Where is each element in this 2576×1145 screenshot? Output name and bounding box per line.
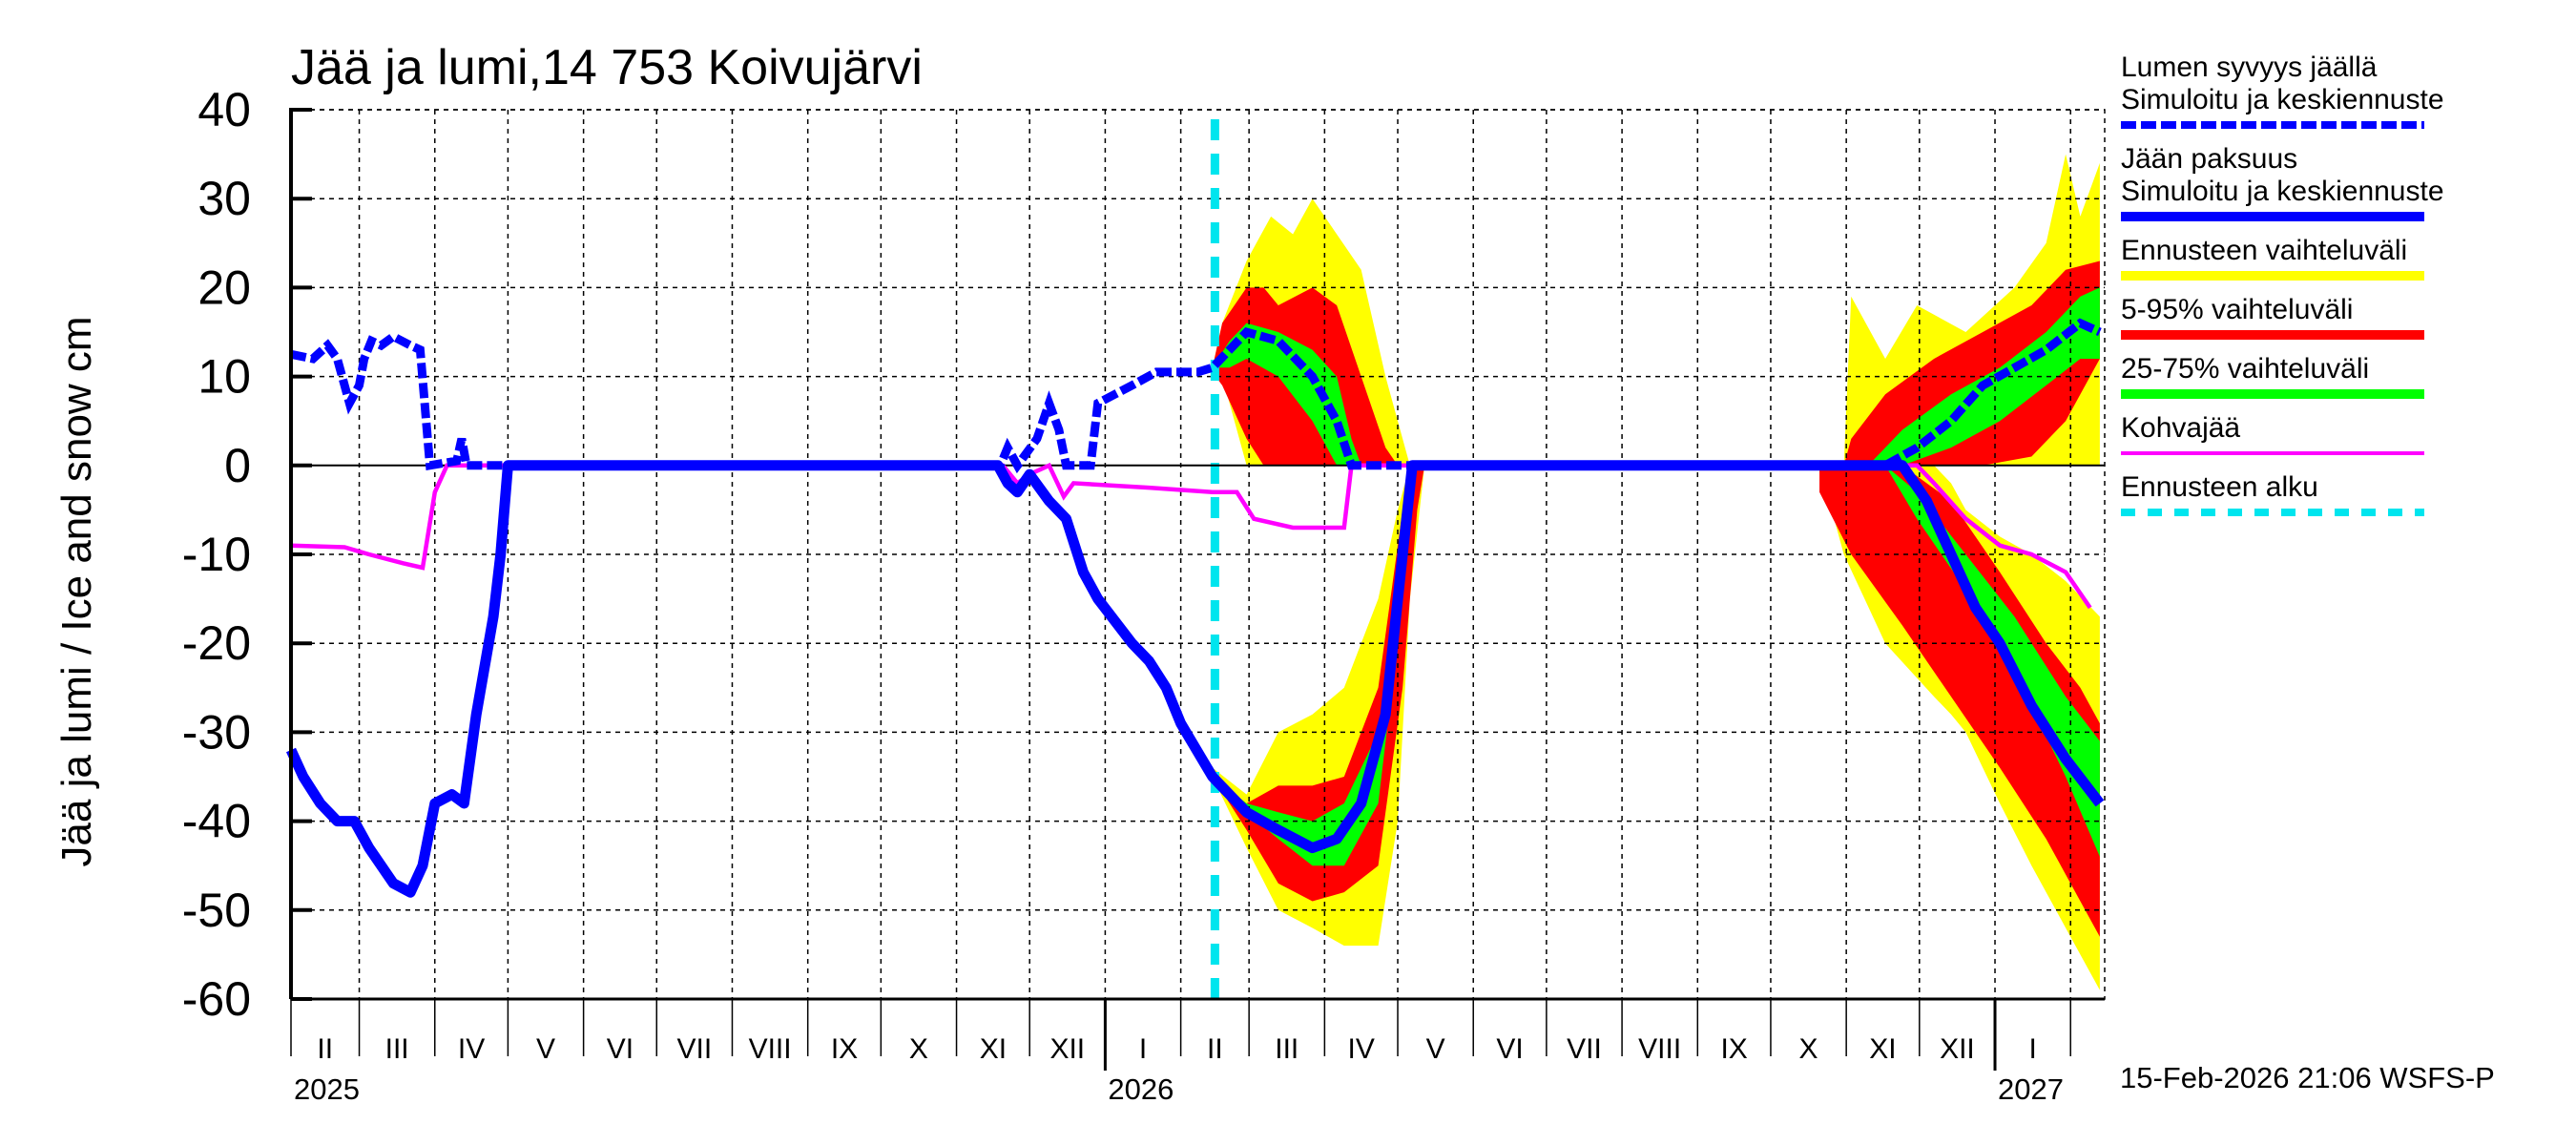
year-label: 2026 bbox=[1108, 1072, 1174, 1106]
y-tick-label: 20 bbox=[197, 260, 251, 314]
y-tick-label: 10 bbox=[197, 350, 251, 404]
month-label: III bbox=[1275, 1033, 1298, 1065]
legend-item: 5-95% vaihteluväli bbox=[2121, 294, 2424, 340]
chart-title: Jää ja lumi,14 753 Koivujärvi bbox=[291, 40, 923, 95]
series-lines bbox=[285, 119, 2105, 999]
month-label: XII bbox=[1049, 1033, 1085, 1065]
y-tick-label: -50 bbox=[182, 884, 251, 937]
forecast-bands bbox=[1212, 154, 2100, 990]
month-label: X bbox=[909, 1033, 928, 1065]
month-label: V bbox=[536, 1033, 555, 1065]
month-label: VI bbox=[1496, 1033, 1523, 1065]
month-label: XI bbox=[980, 1033, 1007, 1065]
legend-label: Ennusteen alku bbox=[2121, 471, 2318, 503]
y-axis-label: Jää ja lumi / Ice and snow cm bbox=[53, 316, 100, 866]
legend-item: Ennusteen alku bbox=[2121, 471, 2424, 516]
month-label: IV bbox=[1348, 1033, 1375, 1065]
month-label: VII bbox=[677, 1033, 713, 1065]
month-label: I bbox=[1139, 1033, 1147, 1065]
month-label: II bbox=[317, 1033, 333, 1065]
green-band bbox=[1212, 465, 1413, 866]
legend-label: Simuloitu ja keskiennuste bbox=[2121, 176, 2444, 207]
month-label: XII bbox=[1940, 1033, 1975, 1065]
month-label: VIII bbox=[1638, 1033, 1681, 1065]
kohva-line bbox=[290, 462, 2092, 610]
legend-item: 25-75% vaihteluväli bbox=[2121, 353, 2424, 399]
month-label: III bbox=[385, 1033, 409, 1065]
legend-item: Kohvajää bbox=[2121, 412, 2424, 455]
month-label: XI bbox=[1869, 1033, 1896, 1065]
month-label: VI bbox=[607, 1033, 634, 1065]
y-tick-label: 0 bbox=[224, 439, 251, 492]
y-tick-label: -40 bbox=[182, 795, 251, 848]
y-tick-label: -60 bbox=[182, 972, 251, 1026]
month-label: V bbox=[1426, 1033, 1445, 1065]
snow-depth-line bbox=[290, 318, 2102, 474]
grid bbox=[290, 109, 2106, 1000]
year-label: 2027 bbox=[1998, 1072, 2064, 1106]
year-label: 2025 bbox=[294, 1072, 360, 1106]
ice-thickness-line bbox=[285, 460, 2105, 898]
legend-label: 25-75% vaihteluväli bbox=[2121, 353, 2369, 385]
legend-label: Ennusteen vaihteluväli bbox=[2121, 235, 2407, 266]
red-band bbox=[1843, 260, 2100, 466]
month-label: I bbox=[2028, 1033, 2036, 1065]
legend-label: Simuloitu ja keskiennuste bbox=[2121, 84, 2444, 115]
month-label: VIII bbox=[749, 1033, 792, 1065]
y-tick-label: 30 bbox=[197, 172, 251, 225]
month-label: X bbox=[1799, 1033, 1818, 1065]
month-label: IX bbox=[831, 1033, 858, 1065]
y-tick-label: -10 bbox=[182, 528, 251, 581]
month-label: IX bbox=[1720, 1033, 1747, 1065]
y-tick-label: 40 bbox=[197, 83, 251, 136]
month-label: IV bbox=[458, 1033, 485, 1065]
y-tick-label: -20 bbox=[182, 616, 251, 670]
legend-label: Kohvajää bbox=[2121, 412, 2240, 444]
month-label: VII bbox=[1567, 1033, 1602, 1065]
y-tick-label: -30 bbox=[182, 705, 251, 759]
footer-timestamp: 15-Feb-2026 21:06 WSFS-P bbox=[2120, 1061, 2495, 1094]
legend-label: Lumen syvyys jäällä bbox=[2121, 52, 2378, 83]
legend-item: Ennusteen vaihteluväli bbox=[2121, 235, 2424, 281]
red-band bbox=[1819, 465, 2100, 937]
legend-label: 5-95% vaihteluväli bbox=[2121, 294, 2353, 325]
legend-label: Jään paksuus bbox=[2121, 143, 2297, 175]
month-label: II bbox=[1207, 1033, 1223, 1065]
